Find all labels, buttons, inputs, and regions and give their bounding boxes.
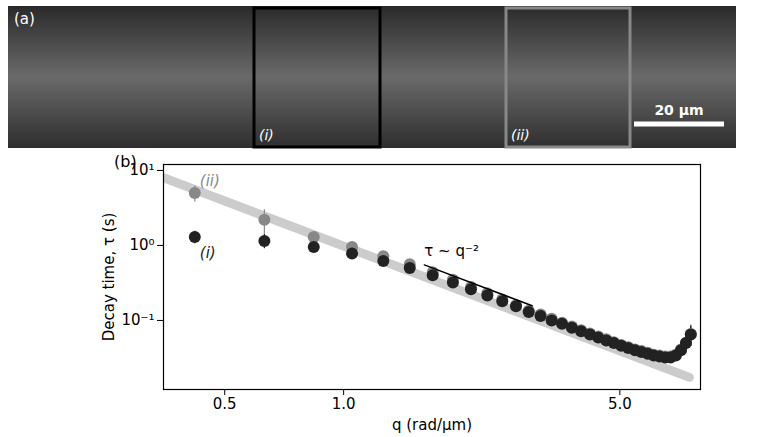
svg-text:10¹: 10¹: [129, 161, 155, 180]
svg-text:(i): (i): [259, 127, 274, 143]
svg-text:(ii): (ii): [200, 172, 220, 190]
svg-text:(a): (a): [14, 10, 35, 28]
svg-text:10⁰: 10⁰: [129, 236, 154, 254]
svg-text:20 μm: 20 μm: [654, 102, 703, 118]
svg-text:τ ~ q⁻²: τ ~ q⁻²: [424, 242, 479, 260]
svg-text:q (rad/μm): q (rad/μm): [392, 416, 472, 434]
svg-text:(ii): (ii): [511, 127, 530, 143]
svg-text:Decay time, τ (s): Decay time, τ (s): [100, 213, 118, 342]
svg-text:0.5: 0.5: [213, 395, 237, 413]
svg-text:(i): (i): [200, 244, 216, 262]
html-text:(b): (b): [114, 152, 137, 171]
svg-text:5.0: 5.0: [608, 395, 632, 413]
svg-text:10⁻¹: 10⁻¹: [121, 311, 154, 329]
svg-text:1.0: 1.0: [332, 395, 356, 413]
